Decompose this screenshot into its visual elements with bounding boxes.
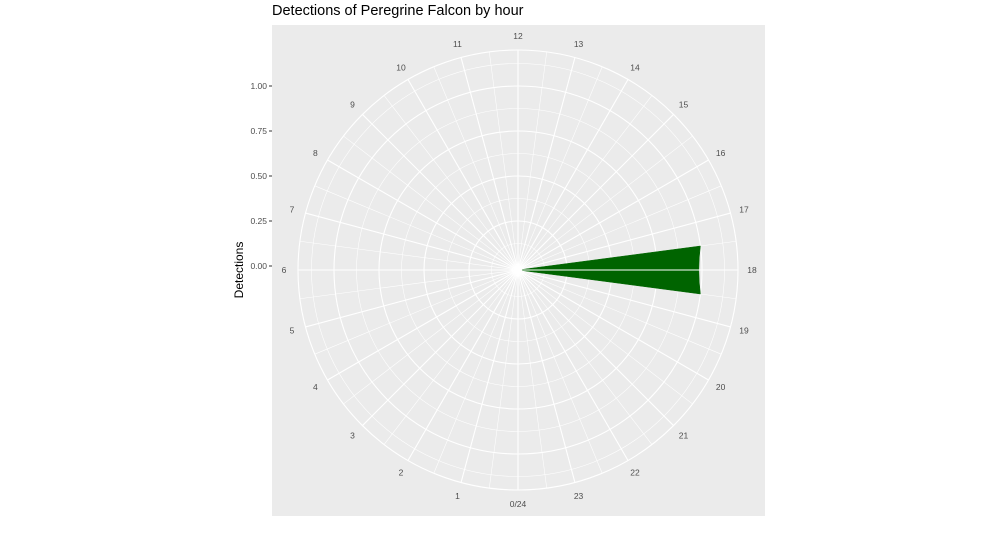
major-grid-spoke	[517, 269, 576, 483]
hour-tick-label: 2	[399, 468, 404, 478]
hour-tick-label: 20	[716, 382, 726, 392]
hour-tick-label: 6	[282, 265, 287, 275]
major-grid-spoke	[517, 269, 731, 328]
major-grid-spoke	[517, 269, 629, 461]
minor-grid-spoke	[343, 269, 519, 405]
major-grid-spoke	[407, 79, 519, 271]
major-grid-spoke	[305, 269, 519, 328]
minor-grid-spoke	[517, 269, 653, 445]
hour-tick-label: 16	[716, 148, 726, 158]
hour-tick-label: 21	[679, 430, 689, 440]
major-grid-spoke	[517, 212, 731, 271]
hour-tick-label: 22	[630, 468, 640, 478]
major-grid-spoke	[460, 57, 519, 271]
minor-grid-spoke	[517, 51, 547, 271]
hour-tick-label: 5	[290, 326, 295, 336]
hour-tick-label: 23	[574, 491, 584, 501]
minor-grid-spoke	[489, 269, 519, 489]
y-tick-label: 1.00	[250, 81, 267, 91]
hour-tick-label: 15	[679, 100, 689, 110]
hour-tick-label: 13	[574, 39, 584, 49]
hour-tick-label: 19	[739, 326, 749, 336]
minor-grid-spoke	[343, 135, 519, 271]
major-grid-spoke	[362, 114, 519, 271]
minor-grid-spoke	[433, 66, 519, 271]
major-grid-spoke	[517, 269, 709, 381]
major-grid-spoke	[362, 269, 519, 426]
minor-grid-spoke	[517, 269, 603, 474]
y-axis: 0.00 0.25 0.50 0.75 1.00	[250, 81, 272, 271]
hour-tick-label: 14	[630, 62, 640, 72]
minor-grid-spoke	[517, 269, 722, 355]
y-tick-label: 0.00	[250, 261, 267, 271]
major-grid-spoke	[517, 114, 674, 271]
hour-tick-label: 12	[513, 31, 523, 41]
major-grid-spoke	[407, 269, 519, 461]
minor-grid-spoke	[489, 51, 519, 271]
hour-tick-label: 1	[455, 491, 460, 501]
hour-tick-label: 3	[350, 430, 355, 440]
minor-grid-spoke	[517, 135, 693, 271]
minor-grid-spoke	[299, 269, 519, 299]
minor-grid-spoke	[517, 269, 693, 405]
y-tick-label: 0.75	[250, 126, 267, 136]
hour-tick-label: 0/24	[510, 499, 527, 509]
hour-tick-label: 4	[313, 382, 318, 392]
minor-grid-spoke	[299, 241, 519, 271]
hour-tick-label: 8	[313, 148, 318, 158]
minor-grid-spoke	[517, 185, 722, 271]
major-grid-spoke	[517, 269, 674, 426]
minor-grid-spoke	[517, 66, 603, 271]
major-grid-spoke	[460, 269, 519, 483]
label-layer: 0/24123456789101112131415161718192021222…	[282, 31, 757, 509]
minor-grid-spoke	[314, 269, 519, 355]
major-grid-spoke	[517, 159, 709, 271]
y-tick-label: 0.50	[250, 171, 267, 181]
hour-tick-label: 10	[396, 62, 406, 72]
hour-tick-label: 9	[350, 100, 355, 110]
hour-tick-label: 17	[739, 204, 749, 214]
major-grid-spoke	[327, 159, 519, 271]
chart-title: Detections of Peregrine Falcon by hour	[272, 3, 524, 19]
minor-grid-spoke	[517, 95, 653, 271]
minor-grid-spoke	[383, 269, 519, 445]
major-grid-spoke	[327, 269, 519, 381]
major-grid-spoke	[517, 57, 576, 271]
grid-layer	[297, 49, 739, 491]
minor-grid-spoke	[383, 95, 519, 271]
major-grid-spoke	[305, 212, 519, 271]
hour-tick-label: 11	[453, 39, 462, 49]
hour-tick-label: 7	[290, 204, 295, 214]
minor-grid-spoke	[433, 269, 519, 474]
minor-grid-spoke	[314, 185, 519, 271]
hour-tick-label: 18	[747, 265, 757, 275]
major-grid-spoke	[517, 79, 629, 271]
minor-grid-spoke	[517, 269, 547, 489]
y-tick-label: 0.25	[250, 216, 267, 226]
